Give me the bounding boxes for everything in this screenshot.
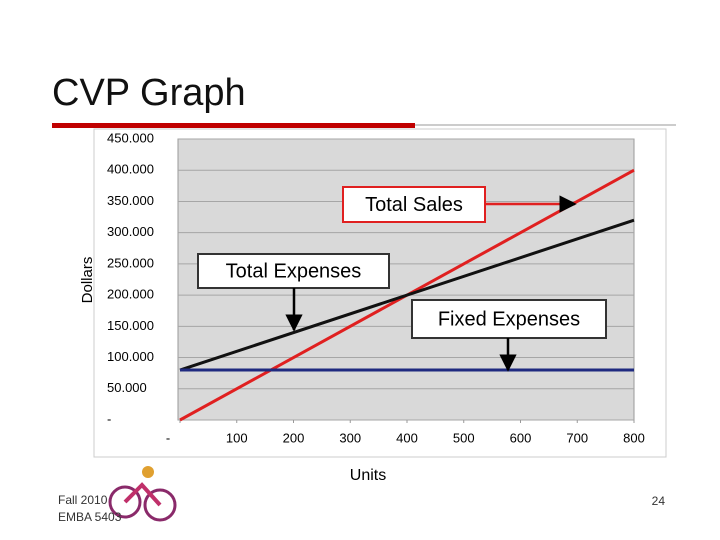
annotation-label: Total Sales [365,194,463,216]
page-number: 24 [652,494,666,508]
y-tick-label: - [107,411,111,426]
y-tick-label: 200.000 [107,287,154,302]
x-tick-label: 500 [453,430,475,445]
footer-course: Fall 2010 [58,493,108,507]
x-tick-label: - [166,430,170,445]
y-tick-label: 300.000 [107,224,154,239]
annotation-box [411,299,607,339]
series-line [179,218,635,372]
x-tick-label: 100 [226,430,248,445]
y-tick-label: 100.000 [107,349,154,364]
y-tick-label: 350.000 [107,193,154,208]
footer-course: EMBA 5403 [58,510,122,524]
annotation-label: Fixed Expenses [438,308,580,330]
slide-title: CVP Graph [52,72,246,114]
x-tick-label: 700 [566,430,588,445]
x-tick-label: 600 [510,430,532,445]
annotation-label: Total Expenses [226,260,362,282]
x-tick-label: 400 [396,430,418,445]
y-tick-label: 400.000 [107,162,154,177]
x-axis-label: Units [350,467,386,484]
title-bar [52,123,415,128]
y-axis-label: Dollars [79,257,96,304]
x-tick-label: 300 [339,430,361,445]
y-tick-label: 150.000 [107,318,154,333]
x-tick-label: 800 [623,430,645,445]
bike-icon [108,466,177,522]
annotation-box [342,186,486,223]
y-tick-label: 250.000 [107,255,154,270]
y-tick-label: 50.000 [107,380,147,395]
x-tick-label: 200 [283,430,305,445]
y-tick-label: 450.000 [107,130,154,145]
